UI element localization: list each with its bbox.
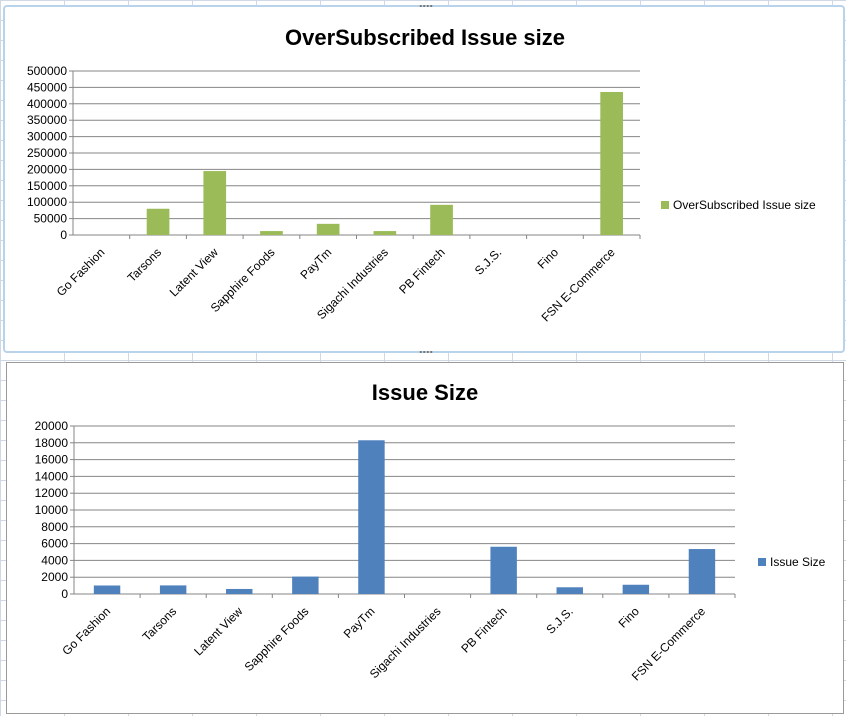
y-tick-label: 4000 [41,553,68,567]
y-tick-label: 350000 [27,113,67,127]
chart-title: OverSubscribed Issue size [285,25,565,50]
bar [373,231,397,235]
x-tick-label: S.J.S. [472,245,505,278]
y-tick-label: 10000 [35,503,69,517]
y-tick-label: 250000 [27,146,67,160]
y-tick-label: 300000 [27,130,67,144]
bar [688,549,716,594]
x-tick-label: Sapphire Foods [242,604,312,674]
legend-swatch [661,201,669,209]
resize-handle-bottom[interactable] [419,350,433,354]
bar [292,576,319,594]
x-tick-label: PB Fintech [458,604,509,655]
bar [556,587,583,594]
chart-1-svg: OverSubscribed Issue size 0 50000 100000 150… [27,25,816,324]
y-tick-label: 14000 [35,469,69,483]
y-tick-label: 0 [60,228,67,242]
x-tick-label: Latent View [191,604,245,658]
bar [490,546,517,594]
chart-issue-size[interactable]: Issue Size 0 2000 4000 6000 8000 10000 12000 140… [6,362,844,714]
x-tick-label: Fino [616,604,643,631]
chart-2-svg: Issue Size 0 2000 4000 6000 8000 10000 12000 140… [35,380,826,683]
x-tick-label: Fino [535,245,562,272]
bar [430,204,453,235]
legend-label: Issue Size [770,555,826,569]
x-tick-label: Latent View [167,245,221,299]
y-tick-label: 150000 [27,179,67,193]
x-tick-label: FSN E-Commerce [629,604,708,683]
bar [226,588,253,594]
y-tick-label: 6000 [41,537,68,551]
bar [600,91,623,235]
bar [622,584,650,594]
chart-title: Issue Size [372,380,478,405]
y-tick-label: 400000 [27,97,67,111]
y-tick-label: 20000 [35,419,69,433]
y-tick-label: 12000 [35,486,69,500]
x-tick-label: PB Fintech [396,245,447,296]
legend-swatch [758,558,766,566]
bar [260,231,283,235]
y-tick-label: 200000 [27,162,67,176]
y-tick-label: 2000 [41,570,68,584]
bar [93,585,121,594]
y-tick-label: 50000 [34,212,68,226]
bar [203,171,227,235]
x-tick-label: PayTm [341,604,378,641]
x-tick-label: S.J.S. [543,604,576,637]
y-tick-label: 16000 [35,453,69,467]
x-tick-label: PayTm [297,245,334,282]
resize-handle-top[interactable] [419,4,433,8]
bar [159,585,187,594]
legend-label: OverSubscribed Issue size [673,198,816,212]
x-tick-label: Sigachi Industries [367,604,444,681]
x-tick-label: Tarsons [140,604,180,644]
y-tick-label: 18000 [35,436,69,450]
y-tick-label: 0 [61,587,68,601]
y-tick-label: 8000 [41,520,68,534]
x-tick-label: Tarsons [125,245,165,285]
x-tick-label: Go Fashion [54,245,108,299]
bar [358,440,385,594]
y-tick-label: 500000 [27,64,67,78]
x-tick-label: Go Fashion [59,604,113,658]
chart-oversubscribed-issue-size[interactable]: OverSubscribed Issue size 0 50000 100000 150… [3,4,845,354]
y-tick-label: 100000 [27,195,67,209]
bar [316,223,340,235]
y-tick-label: 450000 [27,80,67,94]
bar [146,208,170,235]
